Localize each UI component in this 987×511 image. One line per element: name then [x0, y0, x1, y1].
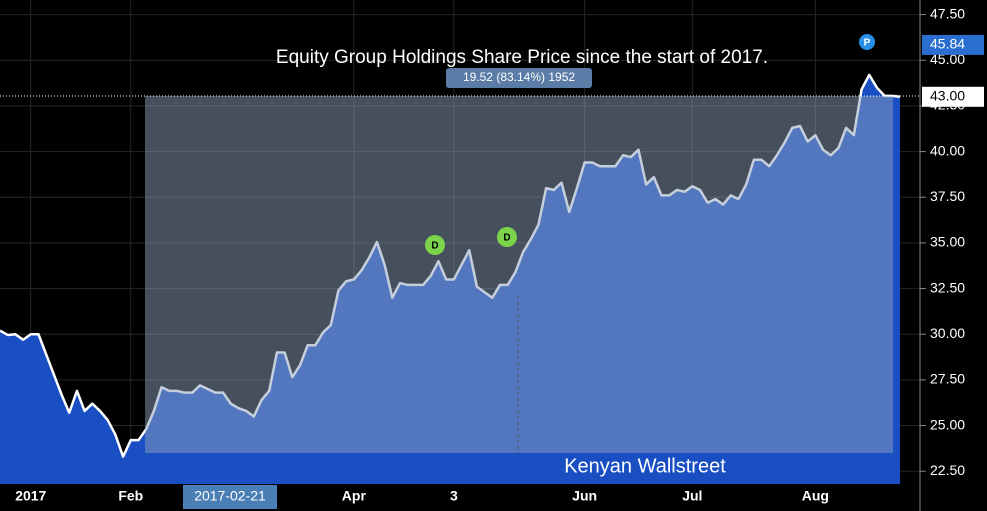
overlay: Kenyan Wallstreet Equity Group Holdings … — [0, 34, 920, 480]
price-label-box — [922, 34, 984, 55]
crosshair-label-box — [183, 485, 277, 509]
x-tick-label: 3 — [450, 488, 458, 504]
x-tick-label: Apr — [342, 488, 367, 504]
y-tick-label: 35.00 — [930, 234, 965, 250]
measure-label-box — [446, 68, 592, 88]
y-tick-label: 32.50 — [930, 279, 965, 295]
y-tick-label: 47.50 — [930, 5, 965, 21]
marker[interactable] — [425, 235, 445, 255]
x-tick-label: Feb — [118, 488, 143, 504]
y-tick-label: 40.00 — [930, 142, 965, 158]
chart-title: Equity Group Holdings Share Price since … — [276, 47, 768, 68]
marker-label: P — [864, 38, 871, 49]
x-tick-label: Jul — [682, 488, 702, 504]
measure-box — [145, 96, 893, 453]
price-label: 45.84 — [930, 36, 965, 52]
x-tick-label: Jun — [572, 488, 597, 504]
y-axis-bg — [920, 0, 987, 511]
y-tick-label: 37.50 — [930, 188, 965, 204]
y-tick-label: 30.00 — [930, 325, 965, 341]
y-tick-label: 45.00 — [930, 51, 965, 67]
watermark: Kenyan Wallstreet — [564, 455, 726, 477]
watermark-bar — [145, 453, 900, 480]
measure-label: 19.52 (83.14%) 1952 — [463, 70, 575, 84]
y-tick-label: 25.00 — [930, 416, 965, 432]
crosshair-label: 2017-02-21 — [194, 488, 266, 504]
marker-label: D — [431, 241, 438, 252]
y-tick-label: 27.50 — [930, 371, 965, 387]
x-axis-bg — [0, 484, 920, 511]
marker[interactable] — [859, 34, 875, 50]
price-label-box — [922, 86, 984, 107]
price-label: 43.00 — [930, 88, 965, 104]
y-tick-label: 22.50 — [930, 462, 965, 478]
x-tick-label: 2017 — [15, 488, 46, 504]
marker[interactable] — [497, 227, 517, 247]
x-tick-label: Aug — [802, 488, 829, 504]
marker-label: D — [503, 233, 510, 244]
